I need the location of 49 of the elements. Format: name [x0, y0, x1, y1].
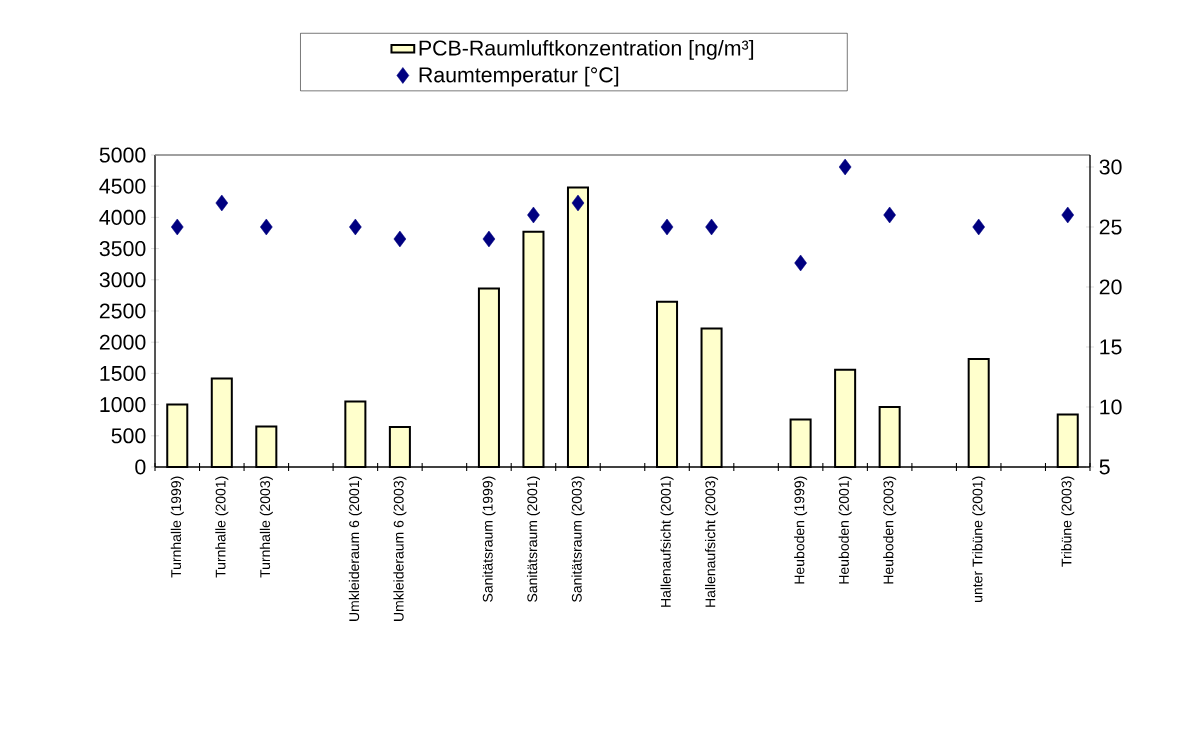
x-tick-label: Hallenaufsicht (2003): [705, 476, 719, 607]
x-tick-label: Hallenaufsicht (2001): [660, 476, 674, 607]
y-tick-label: 3000: [99, 272, 146, 288]
y2-tick-label: 30: [1099, 159, 1122, 175]
x-tick-label: Turnhalle (1999): [170, 476, 184, 578]
point: [705, 218, 718, 236]
x-tick-label: Sanitätsraum (2003): [571, 476, 585, 602]
point: [1061, 206, 1075, 224]
point: [393, 230, 407, 248]
x-tick-label: Sanitätsraum (2001): [526, 476, 540, 602]
point: [660, 218, 674, 236]
x-tick-label: Sanitätsraum (1999): [482, 476, 496, 602]
point: [171, 218, 184, 236]
point: [883, 206, 896, 224]
y-tick-label: 5000: [99, 147, 146, 163]
point: [972, 218, 985, 236]
point: [349, 218, 362, 236]
y-tick-label: 500: [111, 428, 146, 444]
x-tick-label: Heuboden (2003): [883, 476, 897, 584]
y-tick-label: 2500: [99, 303, 146, 319]
point: [527, 206, 540, 224]
point: [838, 158, 852, 176]
point: [482, 230, 496, 248]
y-tick-label: 2000: [99, 334, 146, 350]
legend-label: Raumtemperatur [°C]: [419, 66, 619, 87]
y-tick-label: 4500: [99, 178, 146, 194]
x-tick-label: Umkleideraum 6 (2001): [348, 476, 362, 621]
y-tick-label: 0: [135, 459, 146, 475]
y2-tick-label: 5: [1099, 459, 1110, 475]
y2-tick-label: 15: [1100, 339, 1122, 355]
point: [215, 194, 229, 212]
y2-tick-label: 25: [1099, 219, 1122, 235]
point: [794, 254, 807, 272]
y-tick-label: 1000: [100, 397, 146, 413]
y2-tick-label: 20: [1099, 279, 1122, 295]
x-tick-label: Turnhalle (2001): [215, 476, 229, 578]
x-tick-label: Heuboden (2001): [838, 476, 852, 584]
point: [260, 218, 273, 236]
x-tick-label: Umkleideraum 6 (2003): [393, 476, 407, 621]
legend-label: PCB-Raumluftkonzentration [ng/m³]: [419, 39, 754, 60]
y-tick-label: 4000: [99, 209, 146, 225]
y2-tick-label: 10: [1100, 399, 1122, 415]
x-tick-label: Tribüne (2003): [1061, 476, 1075, 567]
x-tick-label: unter Tribüne (2001): [972, 476, 986, 602]
x-tick-label: Turnhalle (2003): [259, 476, 273, 578]
y-tick-label: 1500: [100, 365, 146, 381]
point: [571, 194, 585, 212]
y-tick-label: 3500: [99, 241, 146, 257]
x-tick-label: Heuboden (1999): [794, 476, 808, 584]
